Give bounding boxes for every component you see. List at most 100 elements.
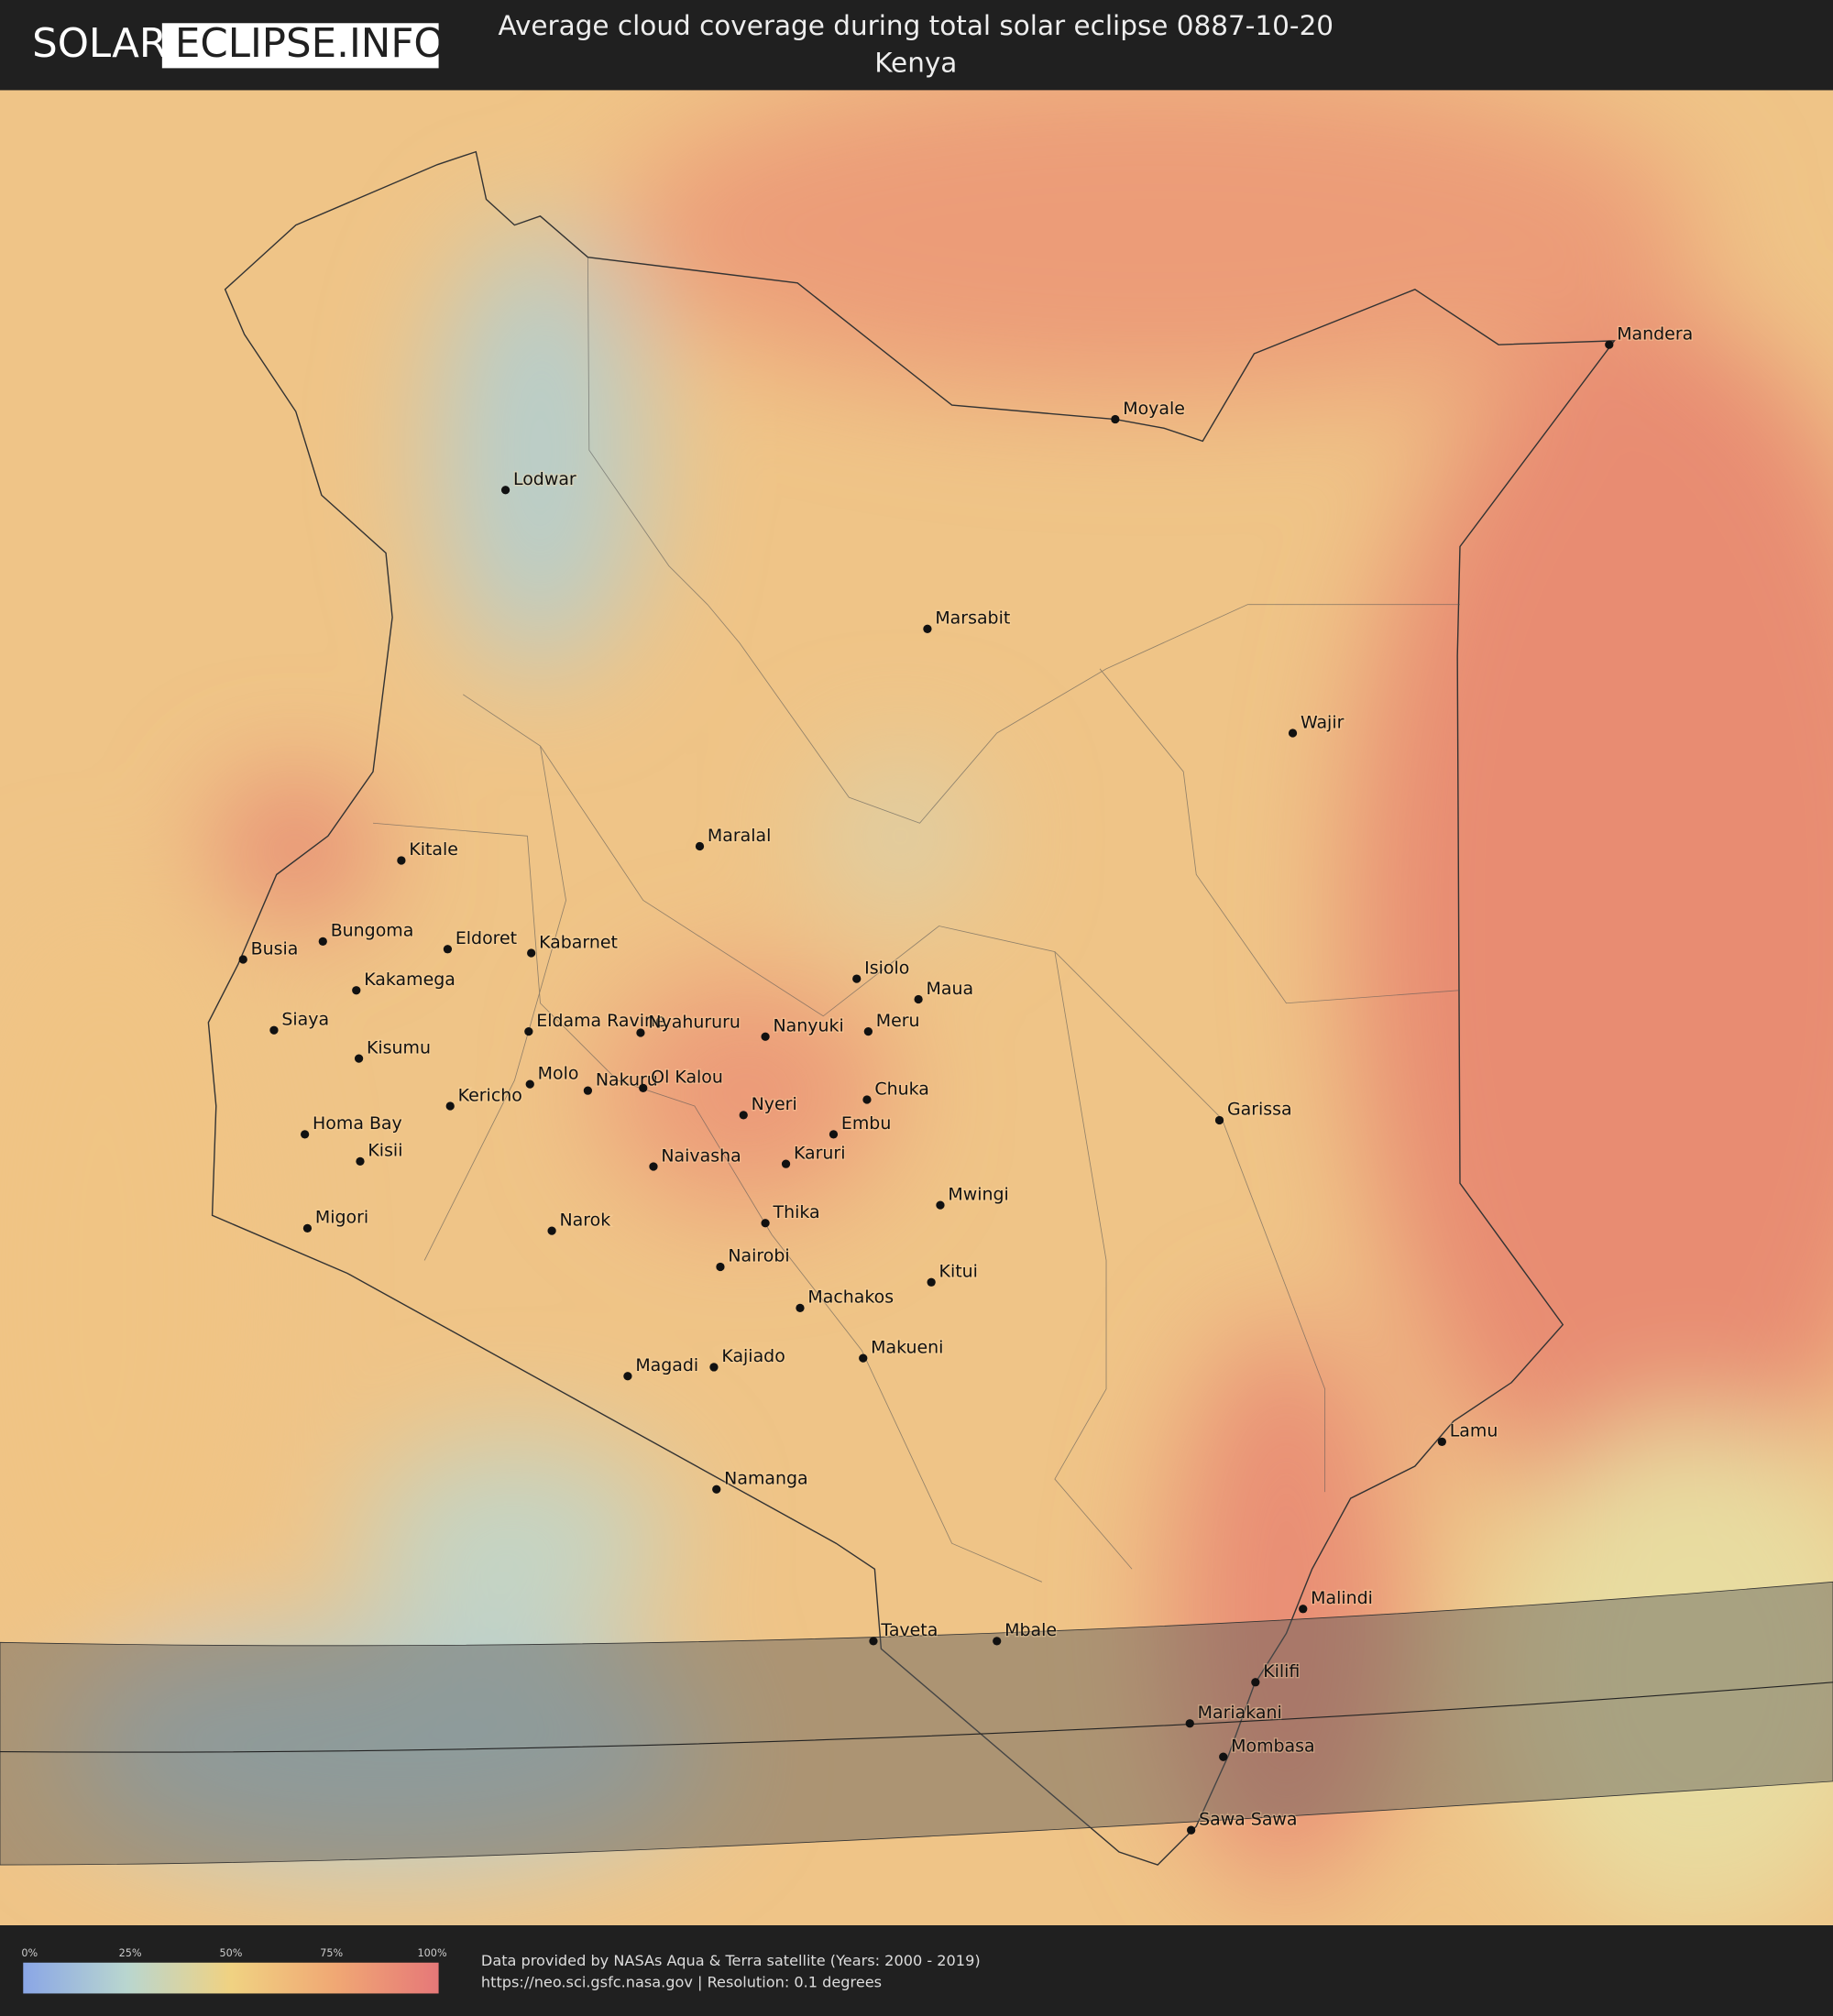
city-label: Kitui [939, 1262, 978, 1282]
city-label: Maua [927, 979, 974, 999]
city-label: Chuka [874, 1079, 928, 1099]
city-label: Mbale [1004, 1620, 1057, 1640]
city-label: Eldama Ravine [536, 1011, 665, 1031]
city-marker [709, 1363, 719, 1372]
city-label: Makueni [871, 1337, 943, 1357]
city-marker [354, 1054, 364, 1063]
city-label: Embu [841, 1113, 891, 1134]
city-marker [761, 1032, 770, 1041]
legend-label: 0% [21, 1947, 38, 1959]
city-marker [869, 1637, 878, 1646]
city-marker [927, 1277, 936, 1287]
city-label: Molo [538, 1063, 579, 1083]
city-marker [238, 955, 247, 964]
city-label: Garissa [1227, 1100, 1292, 1120]
city-label: Mariakani [1198, 1703, 1282, 1723]
city-marker [1437, 1437, 1446, 1446]
city-label: Malindi [1311, 1588, 1373, 1608]
city-marker [547, 1226, 556, 1235]
city-label: Isiolo [864, 958, 909, 978]
city-label: Sawa Sawa [1199, 1809, 1297, 1829]
city-marker [583, 1086, 593, 1095]
legend-scale [23, 1962, 439, 1994]
footer-details: https://neo.sci.gsfc.nasa.gov | Resoluti… [481, 1974, 882, 1991]
city-label: Kakamega [364, 970, 456, 990]
subtitle: Kenya [874, 48, 957, 79]
city-marker [862, 1095, 872, 1104]
city-marker [527, 948, 536, 958]
legend-label: 50% [219, 1947, 242, 1959]
footer-source: Data provided by NASAs Aqua & Terra sate… [481, 1952, 981, 1969]
eclipse-path [0, 1581, 1833, 1866]
city-label: Kitale [409, 839, 458, 860]
region-borders [372, 257, 1461, 1583]
city-marker [443, 945, 453, 954]
city-marker [356, 1156, 365, 1166]
city-label: Ol Kalou [651, 1068, 723, 1088]
city-marker [1185, 1719, 1194, 1728]
city-label: Kilifi [1263, 1661, 1300, 1682]
city-label: Narok [560, 1210, 611, 1230]
city-label: Homa Bay [313, 1113, 402, 1134]
city-marker [852, 974, 862, 983]
city-marker [639, 1083, 648, 1092]
city-marker [761, 1219, 770, 1228]
city-marker [352, 986, 361, 995]
city-marker [302, 1223, 313, 1233]
legend-label: 25% [119, 1947, 142, 1959]
city-label: Nyeri [752, 1094, 797, 1114]
city-label: Lodwar [513, 469, 576, 489]
title: Average cloud coverage during total sola… [499, 10, 1334, 41]
city-marker [1605, 340, 1614, 349]
city-marker [500, 486, 510, 495]
city-marker [1111, 414, 1120, 424]
city-marker [695, 841, 705, 851]
city-marker [936, 1200, 945, 1210]
city-label: Machakos [807, 1287, 894, 1308]
city-marker [739, 1111, 748, 1120]
city-label: Taveta [880, 1620, 938, 1640]
city-marker [269, 1025, 279, 1035]
city-label: Karuri [794, 1143, 846, 1163]
city-label: Nairobi [728, 1246, 789, 1266]
city-marker [1187, 1825, 1196, 1835]
city-label: Nakuru [596, 1069, 658, 1090]
city-label: Moyale [1123, 399, 1185, 419]
city-marker [524, 1026, 533, 1036]
city-label: Lamu [1450, 1421, 1498, 1441]
city-label: Nyahururu [648, 1012, 741, 1032]
city-marker [1251, 1678, 1260, 1687]
city-marker [1219, 1752, 1228, 1761]
city-marker [623, 1372, 632, 1381]
city-marker [1288, 729, 1298, 738]
legend-label: 75% [320, 1947, 343, 1959]
city-label: Maralal [708, 826, 771, 846]
city-label: Kisii [368, 1141, 402, 1161]
city-marker [923, 624, 932, 633]
city-label: Kericho [458, 1085, 522, 1105]
city-marker [993, 1637, 1002, 1646]
country-border [207, 150, 1616, 1866]
city-marker [318, 937, 327, 946]
city-label: Magadi [635, 1355, 698, 1375]
city-marker [397, 856, 406, 865]
city-marker [1214, 1115, 1224, 1125]
city-label: Meru [876, 1011, 920, 1031]
city-marker [716, 1262, 725, 1272]
city-marker [863, 1026, 873, 1036]
city-label: Namanga [724, 1469, 807, 1489]
city-marker [649, 1162, 658, 1171]
city-label: Marsabit [935, 608, 1010, 629]
city-marker [301, 1130, 310, 1139]
city-label: Kajiado [721, 1346, 785, 1366]
legend-label: 100% [418, 1947, 447, 1959]
city-marker [829, 1130, 839, 1139]
city-marker [636, 1028, 645, 1037]
city-label: Bungoma [331, 921, 414, 941]
city-label: Thika [773, 1202, 820, 1222]
city-label: Kabarnet [539, 932, 618, 952]
logo-text: SOLAR [32, 21, 167, 67]
city-marker [445, 1101, 455, 1111]
city-label: Nanyuki [774, 1016, 844, 1036]
